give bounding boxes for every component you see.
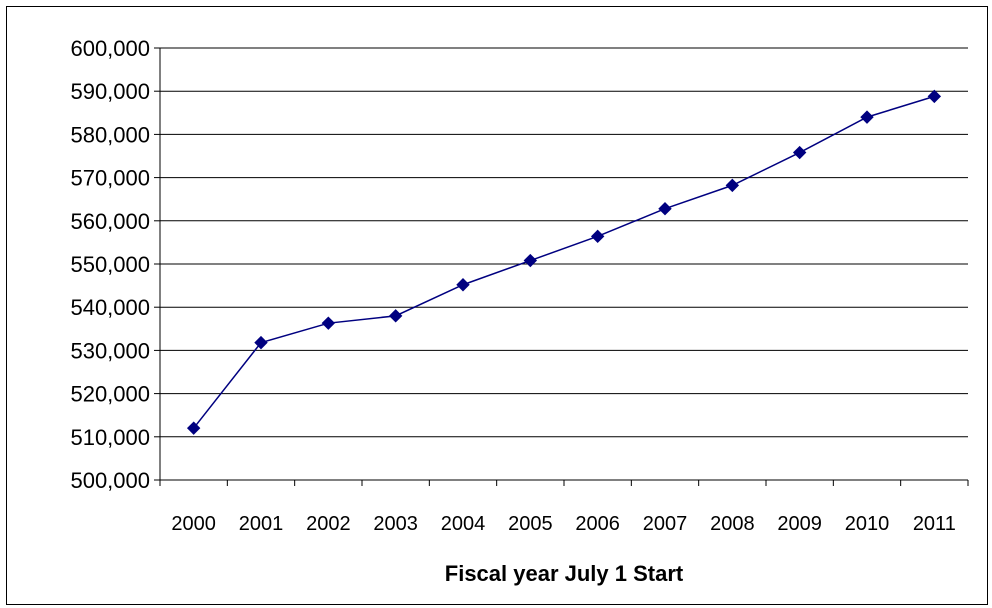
chart-frame: 500,000 510,000 520,000 530,000 540,000 550,0… <box>6 6 988 605</box>
x-tick-label: 2004 <box>441 513 486 535</box>
x-axis-title: Fiscal year July 1 Start <box>445 561 684 586</box>
axes <box>154 47 969 486</box>
data-point-marker <box>590 229 605 244</box>
y-tick-label: 570,000 <box>70 166 150 191</box>
x-tick-label: 2005 <box>508 513 553 535</box>
x-tick-label: 2006 <box>575 513 620 535</box>
x-tick-label: 2007 <box>643 513 688 535</box>
data-point-marker <box>860 110 874 124</box>
x-axis-tick-labels: 2000 2001 2002 2003 2004 2005 2006 2007 2008 2009… <box>171 513 955 535</box>
x-tick-label: 2008 <box>710 513 755 535</box>
x-tick-label: 2009 <box>777 513 822 535</box>
y-tick-label: 520,000 <box>70 382 150 407</box>
y-axis-tick-labels: 500,000 510,000 520,000 530,000 540,000 550,0… <box>70 36 150 493</box>
y-tick-label: 540,000 <box>70 295 150 320</box>
data-point-marker <box>456 278 470 292</box>
y-tick-label: 560,000 <box>70 209 150 234</box>
data-point-marker <box>523 253 538 268</box>
data-point-marker <box>927 89 942 104</box>
data-point-marker <box>725 178 740 193</box>
data-point-marker <box>321 316 336 330</box>
x-tick-label: 2000 <box>171 513 216 535</box>
series-line <box>193 95 935 429</box>
data-point-marker <box>254 335 268 350</box>
y-tick-label: 550,000 <box>70 252 150 277</box>
y-tick-label: 510,000 <box>70 425 150 450</box>
data-point-marker <box>186 421 201 435</box>
x-tick-label: 2011 <box>913 513 956 535</box>
y-tick-label: 500,000 <box>70 468 150 493</box>
x-tick-label: 2010 <box>845 513 890 535</box>
line-chart: 500,000 510,000 520,000 530,000 540,000 550,0… <box>70 36 969 586</box>
gridlines <box>160 47 968 438</box>
x-tick-label: 2001 <box>239 513 284 535</box>
data-point-marker <box>388 309 403 323</box>
y-tick-label: 530,000 <box>70 338 150 363</box>
y-tick-label: 580,000 <box>70 122 150 147</box>
data-point-marker <box>792 145 807 160</box>
data-point-marker <box>658 201 672 216</box>
x-tick-label: 2003 <box>373 513 418 535</box>
y-tick-label: 600,000 <box>70 36 150 61</box>
data-series <box>186 89 942 435</box>
y-tick-label: 590,000 <box>70 79 150 104</box>
x-tick-label: 2002 <box>306 513 351 535</box>
